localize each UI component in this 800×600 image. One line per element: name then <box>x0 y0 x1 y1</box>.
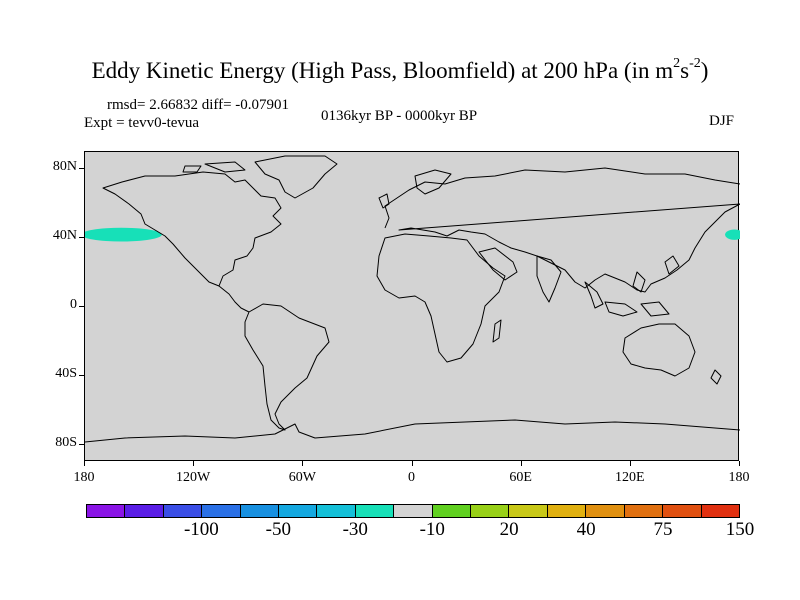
colorbar-label: -100 <box>183 519 219 540</box>
title-end-text: ) <box>700 58 709 83</box>
anomaly-patch-0 <box>85 227 162 242</box>
lon-label: 0 <box>408 470 415 485</box>
coast-central-america <box>218 285 250 313</box>
colorbar-box <box>355 505 395 517</box>
colorbar-box <box>701 505 739 517</box>
colorbar-box <box>202 505 241 517</box>
colorbar-box <box>586 505 625 517</box>
colorbar-box <box>624 505 664 517</box>
coast-antarctica <box>85 419 740 443</box>
coast-madagascar <box>492 319 502 343</box>
lon-tick <box>411 461 413 466</box>
colorbar-box <box>394 505 433 517</box>
anomaly-patch-1 <box>725 229 740 240</box>
experiment-text: Expt = tevv0-tevua <box>84 115 200 131</box>
lon-tick <box>193 461 195 466</box>
colorbar-label: 75 <box>653 519 673 540</box>
lat-tick <box>79 237 84 239</box>
lat-tick <box>79 374 84 376</box>
lon-label: 60W <box>288 470 316 485</box>
colorbar-label: 20 <box>499 519 519 540</box>
lat-label: 40N <box>52 228 77 244</box>
coast-british-isles <box>378 193 390 209</box>
lon-tick <box>520 461 522 466</box>
lon-tick <box>302 461 304 466</box>
colorbar-box <box>125 505 164 517</box>
colorbar-label: 150 <box>725 519 755 540</box>
coast-eurasia <box>384 167 740 293</box>
lat-label: 40S <box>55 365 77 381</box>
coast-africa <box>376 233 506 363</box>
title-sup-1: 2 <box>673 56 681 71</box>
lat-tick <box>79 168 84 170</box>
lon-label: 120W <box>176 470 211 485</box>
colorbar <box>86 504 740 518</box>
colorbar-box <box>663 505 702 517</box>
period-text: 0136kyr BP - 0000kyr BP <box>321 108 478 124</box>
title-main-text: Eddy Kinetic Energy (High Pass, Bloomfie… <box>91 58 674 83</box>
lat-tick <box>79 306 84 307</box>
coastlines <box>85 155 740 443</box>
lon-label: 180 <box>73 470 95 485</box>
lat-label: 0 <box>70 297 77 312</box>
lat-label: 80N <box>52 159 77 175</box>
coast-greenland <box>254 155 338 199</box>
lat-label: 80S <box>55 434 77 450</box>
colorbar-box <box>509 505 548 517</box>
map-panel <box>84 151 740 461</box>
coast-new-zealand <box>710 369 722 385</box>
colorbar-label: 40 <box>576 519 596 540</box>
colorbar-box <box>432 505 472 517</box>
colorbar-label: -50 <box>265 519 291 540</box>
coast-north-america <box>102 171 282 287</box>
coast-india <box>536 255 562 303</box>
coast-south-america <box>244 303 330 431</box>
colorbar-label: -10 <box>419 519 445 540</box>
colorbar-box <box>163 505 203 517</box>
coast-se-asia <box>584 255 680 317</box>
colorbar-label: -30 <box>342 519 368 540</box>
map-svg <box>85 155 740 443</box>
colorbar-box <box>87 505 126 517</box>
lon-label: 180 <box>728 470 750 485</box>
coast-australia <box>622 323 696 377</box>
lon-tick <box>739 461 740 466</box>
colorbar-box <box>240 505 280 517</box>
lon-tick <box>84 461 85 466</box>
figure-title: Eddy Kinetic Energy (High Pass, Bloomfie… <box>0 56 800 84</box>
lon-label: 60E <box>509 470 532 485</box>
season-text: DJF <box>709 113 735 129</box>
lon-label: 120E <box>615 470 645 485</box>
coast-scandinavia <box>414 169 452 195</box>
colorbar-box <box>547 505 587 517</box>
lon-tick <box>629 461 631 466</box>
title-mid-text: s <box>680 58 690 83</box>
colorbar-box <box>279 505 318 517</box>
stats-text: rmsd= 2.66832 diff= -0.07901 <box>107 97 290 113</box>
coast-arabia <box>478 247 518 281</box>
colorbar-box <box>317 505 356 517</box>
lat-tick <box>79 443 84 445</box>
colorbar-box <box>471 505 510 517</box>
coast-arctic-islands <box>182 161 246 173</box>
anomaly-patches <box>85 227 740 242</box>
title-sup-2: -2 <box>689 56 701 71</box>
